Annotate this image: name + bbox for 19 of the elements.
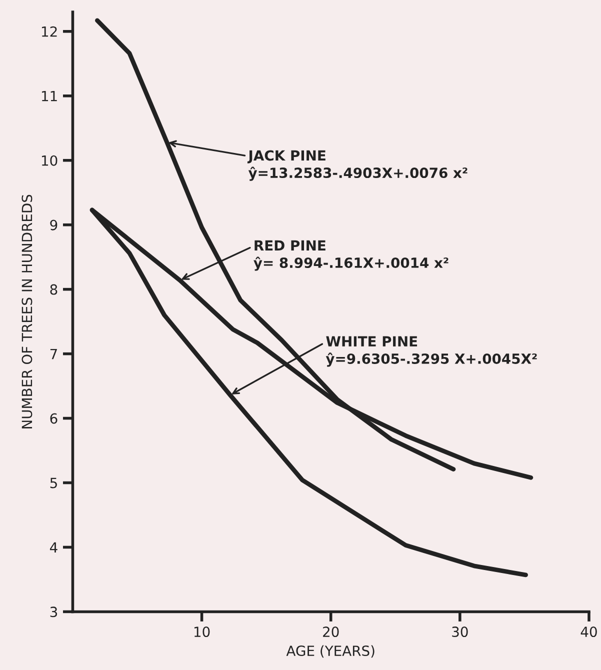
- y-tick-label: 12: [42, 26, 57, 37]
- annotation: JACK PINE ŷ=13.2583-.4903X+.0076 x²: [247, 150, 468, 181]
- y-tick-label: 4: [50, 542, 58, 553]
- x-tick-label: 30: [452, 626, 468, 638]
- y-tick-label: 11: [42, 91, 57, 102]
- y-tick-label: 9: [50, 220, 58, 230]
- x-axis-title: AGE (YEARS): [286, 645, 374, 658]
- x-tick-label: 10: [194, 626, 210, 638]
- y-tick-label: 5: [50, 478, 57, 488]
- y-tick-label: 10: [42, 155, 58, 166]
- x-tick-label: 20: [323, 626, 339, 638]
- annotation: RED PINE ŷ= 8.994-.161X+.0014 x²: [254, 240, 448, 271]
- x-tick-label: 40: [580, 626, 597, 638]
- annotation: WHITE PINE ŷ=9.6305-.3295 X+.0045X²: [326, 336, 537, 367]
- y-tick-label: 7: [50, 348, 57, 360]
- y-tick-label: 6: [50, 413, 58, 424]
- y-axis-title: NUMBER OF TREES IN HUNDREDS: [22, 194, 32, 428]
- y-tick-label: 8: [50, 284, 58, 295]
- y-tick-label: 3: [50, 606, 58, 618]
